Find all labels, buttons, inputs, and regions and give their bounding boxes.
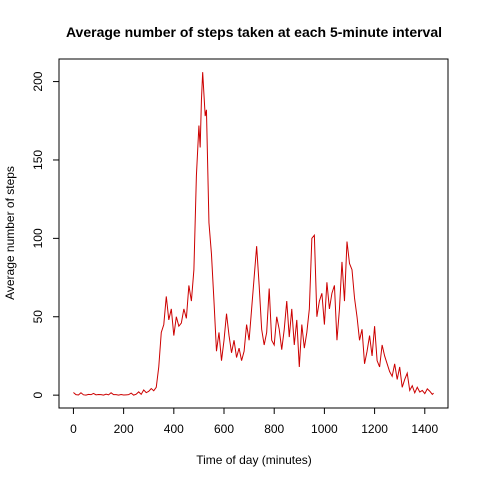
x-axis: 0 200 400 600 800 1000 1200 1400 — [70, 407, 438, 436]
y-tick-label: 200 — [31, 71, 45, 91]
x-tick-label: 0 — [70, 422, 77, 436]
y-tick-label: 50 — [31, 310, 45, 324]
x-tick-label: 400 — [164, 422, 184, 436]
x-axis-label: Time of day (minutes) — [196, 453, 312, 467]
chart-title: Average number of steps taken at each 5-… — [66, 24, 442, 40]
x-tick-label: 1000 — [311, 422, 338, 436]
plot-frame — [58, 58, 449, 409]
y-axis-label: Average number of steps — [3, 166, 17, 300]
x-tick-label: 800 — [264, 422, 284, 436]
series-line — [73, 72, 434, 396]
x-tick-label: 200 — [114, 422, 134, 436]
x-tick-label: 1400 — [411, 422, 438, 436]
x-tick-label: 600 — [214, 422, 234, 436]
x-tick-label: 1200 — [361, 422, 388, 436]
y-axis: 0 50 100 150 200 — [31, 71, 60, 398]
y-tick-label: 0 — [31, 391, 45, 398]
y-tick-label: 100 — [31, 228, 45, 248]
y-tick-label: 150 — [31, 150, 45, 170]
